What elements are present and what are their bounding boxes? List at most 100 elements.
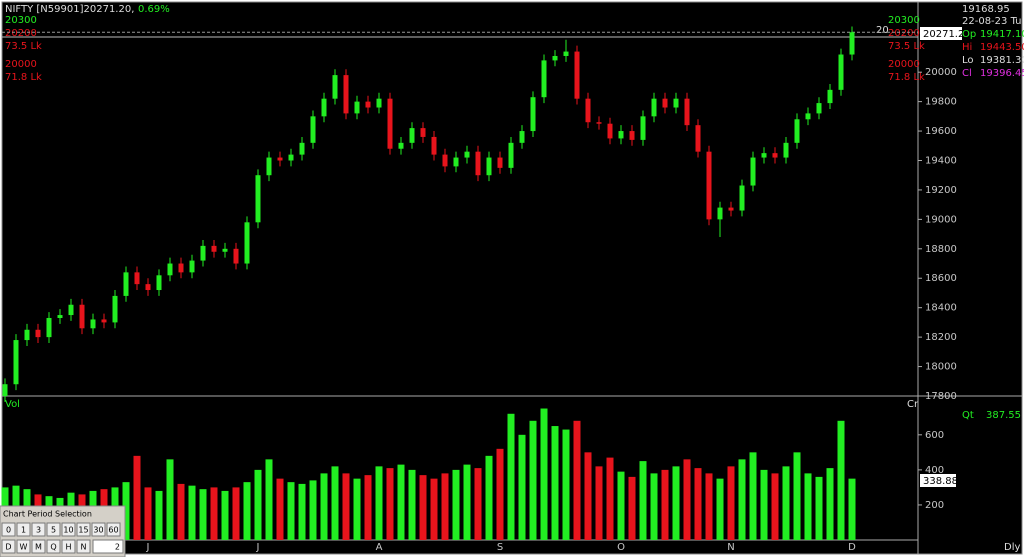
- volume-bar: [144, 487, 152, 540]
- period-selector: Chart Period Selection 0 1 3 5 10 15 30 60 D W M Q H…: [0, 505, 126, 557]
- period-button[interactable]: [76, 539, 91, 554]
- minute-button[interactable]: [106, 522, 121, 537]
- candle-body: [772, 153, 778, 158]
- candle-body: [431, 136, 437, 155]
- volume-label: Vol: [5, 399, 20, 410]
- minute-button-label: 3: [36, 526, 41, 535]
- y-tick-label: 19000: [925, 214, 957, 225]
- volume-bar: [133, 455, 141, 540]
- volume-bar: [309, 480, 317, 540]
- y-tick-label: 19600: [925, 126, 957, 137]
- candle-body: [497, 157, 503, 168]
- volume-bar: [793, 452, 801, 540]
- y-tick-label: 18400: [925, 303, 957, 314]
- period-button[interactable]: [1, 539, 16, 554]
- volume-bar: [177, 483, 185, 540]
- candle-body: [816, 103, 822, 114]
- candle-body: [101, 319, 107, 323]
- volume-bar: [243, 482, 251, 540]
- candle-body: [211, 245, 217, 252]
- candle-body: [343, 75, 349, 114]
- period-button-label: M: [35, 543, 42, 552]
- candle-body: [838, 54, 844, 90]
- minute-button[interactable]: [91, 522, 106, 537]
- volume-bar: [507, 413, 515, 540]
- info-value: 19417.10: [980, 29, 1024, 40]
- candle-body: [222, 248, 228, 252]
- candle-body: [90, 319, 96, 329]
- volume-bar: [771, 473, 779, 540]
- minute-button[interactable]: [1, 522, 16, 537]
- period-input-value: 2: [115, 543, 120, 552]
- period-button[interactable]: [31, 539, 46, 554]
- volume-bar: [727, 466, 735, 540]
- volume-bar: [155, 490, 163, 540]
- y-tick-label: 200: [925, 500, 944, 511]
- minute-button[interactable]: [46, 522, 61, 537]
- volume-bar: [848, 478, 856, 540]
- minute-button-label: 5: [51, 526, 56, 535]
- candle-body: [354, 101, 360, 114]
- candle-body: [453, 157, 459, 167]
- volume-bar: [518, 434, 526, 540]
- minute-button[interactable]: [76, 522, 91, 537]
- volume-bar: [320, 473, 328, 540]
- candle-body: [145, 284, 151, 291]
- level-label: 20000: [5, 59, 37, 70]
- level-label: 20200: [888, 28, 920, 39]
- volume-bar: [386, 468, 394, 540]
- volume-bar: [221, 490, 229, 540]
- volume-bar: [584, 452, 592, 540]
- volume-bar: [474, 468, 482, 540]
- volume-bar: [441, 473, 449, 540]
- volume-bar: [232, 487, 240, 540]
- candle-body: [178, 263, 184, 273]
- period-button[interactable]: [46, 539, 61, 554]
- info-value: 19443.50: [980, 42, 1024, 53]
- candle-body: [332, 75, 338, 99]
- minute-button[interactable]: [61, 522, 76, 537]
- level-label: 71.8 Lk: [888, 72, 925, 83]
- volume-bar: [397, 464, 405, 540]
- info-value: 19396.45: [980, 68, 1024, 79]
- period-button-label: N: [81, 543, 87, 552]
- candle-body: [695, 125, 701, 152]
- volume-bar: [276, 478, 284, 540]
- volume-bar: [804, 473, 812, 540]
- candle-body: [794, 119, 800, 143]
- info-value: 19381.30: [980, 55, 1024, 66]
- period-button[interactable]: [61, 539, 76, 554]
- candle-body: [266, 157, 272, 176]
- volume-bar: [650, 473, 658, 540]
- period-input[interactable]: [92, 539, 124, 554]
- candle-body: [387, 98, 393, 149]
- minute-button[interactable]: [16, 522, 31, 537]
- y-tick-label: 20000: [925, 67, 957, 78]
- info-label: Lo: [962, 55, 974, 66]
- y-tick-label: 19200: [925, 185, 957, 196]
- volume-bar: [716, 478, 724, 540]
- volume-bar: [551, 426, 559, 540]
- volume-bar: [353, 478, 361, 540]
- volume-bar: [375, 466, 383, 540]
- candle-body: [442, 154, 448, 167]
- volume-bar: [760, 469, 768, 540]
- symbol: NIFTY [N59901]20271.20,: [5, 4, 134, 15]
- y-tick-label: 18600: [925, 273, 957, 284]
- candle-body: [706, 151, 712, 220]
- y-tick-label: 18200: [925, 332, 957, 343]
- candle-body: [57, 315, 63, 318]
- period-button[interactable]: [16, 539, 31, 554]
- y-tick-label: 600: [925, 430, 944, 441]
- volume-bar: [826, 468, 834, 540]
- y-tick-label: 19800: [925, 97, 957, 108]
- candle-body: [684, 98, 690, 126]
- volume-bar: [694, 468, 702, 540]
- candle-body: [2, 384, 8, 396]
- info-label: Hi: [962, 42, 972, 53]
- change: 0.69%: [138, 4, 170, 15]
- minute-button[interactable]: [31, 522, 46, 537]
- period-button-label: W: [20, 543, 28, 552]
- volume-bar: [562, 429, 570, 540]
- candle-body: [618, 131, 624, 139]
